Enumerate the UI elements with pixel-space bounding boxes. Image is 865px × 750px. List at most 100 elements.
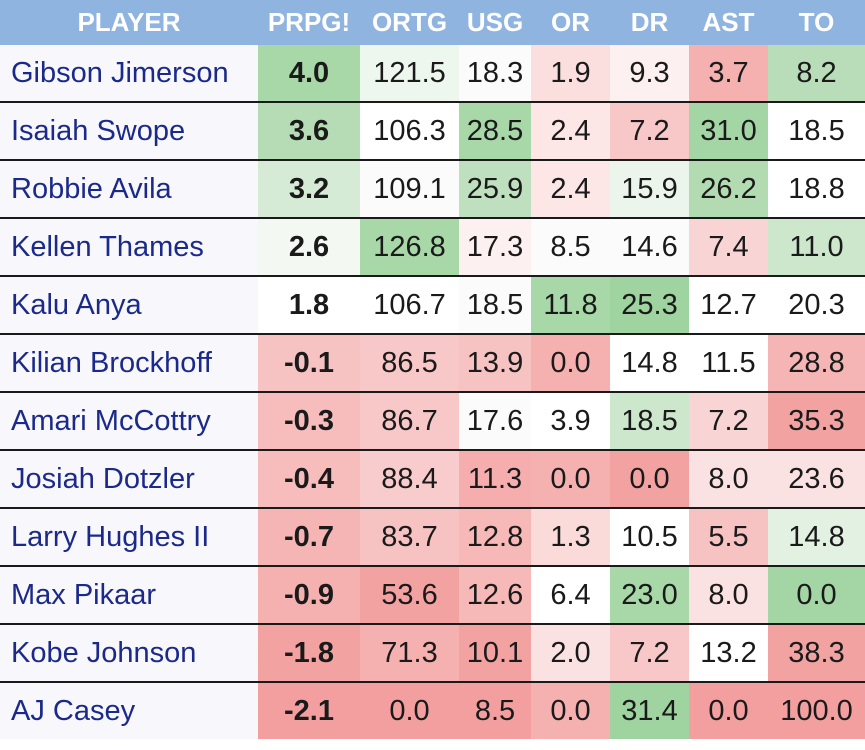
usg-cell: 17.3 [459, 217, 531, 276]
prpg-cell: -0.1 [258, 333, 360, 392]
ast-cell: 11.5 [689, 333, 768, 392]
ortg-cell: 71.3 [360, 623, 459, 682]
usg-cell: 11.3 [459, 449, 531, 508]
header-row: PLAYER PRPG! ORTG USG OR DR AST TO [0, 0, 865, 45]
player-name[interactable]: AJ Casey [0, 681, 258, 739]
player-name[interactable]: Larry Hughes II [0, 507, 258, 566]
header-ortg[interactable]: ORTG [360, 0, 459, 45]
table-row: Max Pikaar -0.9 53.6 12.6 6.4 23.0 8.0 0.0 [0, 565, 865, 624]
usg-cell: 13.9 [459, 333, 531, 392]
ortg-cell: 86.5 [360, 333, 459, 392]
or-cell: 0.0 [531, 449, 610, 508]
usg-cell: 28.5 [459, 101, 531, 160]
ast-cell: 7.4 [689, 217, 768, 276]
ast-cell: 0.0 [689, 681, 768, 739]
header-ast[interactable]: AST [689, 0, 768, 45]
prpg-cell: 2.6 [258, 217, 360, 276]
table-row: Josiah Dotzler -0.4 88.4 11.3 0.0 0.0 8.0 23.6 [0, 449, 865, 508]
dr-cell: 7.2 [610, 623, 689, 682]
table-row: Gibson Jimerson 4.0 121.5 18.3 1.9 9.3 3.7 8.2 [0, 45, 865, 102]
dr-cell: 10.5 [610, 507, 689, 566]
table-body: Gibson Jimerson 4.0 121.5 18.3 1.9 9.3 3.7 8.2 I… [0, 45, 865, 739]
player-name[interactable]: Kobe Johnson [0, 623, 258, 682]
player-name[interactable]: Kalu Anya [0, 275, 258, 334]
table-row: Isaiah Swope 3.6 106.3 28.5 2.4 7.2 31.0 18.5 [0, 101, 865, 160]
table-row: Robbie Avila 3.2 109.1 25.9 2.4 15.9 26.2 18.8 [0, 159, 865, 218]
header-dr[interactable]: DR [610, 0, 689, 45]
dr-cell: 25.3 [610, 275, 689, 334]
dr-cell: 14.8 [610, 333, 689, 392]
header-or[interactable]: OR [531, 0, 610, 45]
ortg-cell: 121.5 [360, 45, 459, 102]
usg-cell: 18.5 [459, 275, 531, 334]
ast-cell: 12.7 [689, 275, 768, 334]
usg-cell: 12.6 [459, 565, 531, 624]
header-to[interactable]: TO [768, 0, 865, 45]
ast-cell: 8.0 [689, 449, 768, 508]
ortg-cell: 88.4 [360, 449, 459, 508]
dr-cell: 23.0 [610, 565, 689, 624]
to-cell: 14.8 [768, 507, 865, 566]
or-cell: 11.8 [531, 275, 610, 334]
dr-cell: 18.5 [610, 391, 689, 450]
or-cell: 2.0 [531, 623, 610, 682]
or-cell: 2.4 [531, 159, 610, 218]
prpg-cell: 4.0 [258, 45, 360, 102]
to-cell: 20.3 [768, 275, 865, 334]
to-cell: 23.6 [768, 449, 865, 508]
table-row: Kalu Anya 1.8 106.7 18.5 11.8 25.3 12.7 20.3 [0, 275, 865, 334]
prpg-cell: 3.2 [258, 159, 360, 218]
dr-cell: 9.3 [610, 45, 689, 102]
dr-cell: 7.2 [610, 101, 689, 160]
ortg-cell: 53.6 [360, 565, 459, 624]
prpg-cell: -0.3 [258, 391, 360, 450]
to-cell: 100.0 [768, 681, 865, 739]
ast-cell: 31.0 [689, 101, 768, 160]
ast-cell: 7.2 [689, 391, 768, 450]
header-prpg[interactable]: PRPG! [258, 0, 360, 45]
or-cell: 8.5 [531, 217, 610, 276]
usg-cell: 17.6 [459, 391, 531, 450]
or-cell: 0.0 [531, 333, 610, 392]
dr-cell: 15.9 [610, 159, 689, 218]
usg-cell: 12.8 [459, 507, 531, 566]
or-cell: 1.9 [531, 45, 610, 102]
player-name[interactable]: Josiah Dotzler [0, 449, 258, 508]
ortg-cell: 83.7 [360, 507, 459, 566]
table-row: Kobe Johnson -1.8 71.3 10.1 2.0 7.2 13.2 38.3 [0, 623, 865, 682]
player-name[interactable]: Gibson Jimerson [0, 45, 258, 102]
header-player[interactable]: PLAYER [0, 0, 258, 45]
prpg-cell: -0.7 [258, 507, 360, 566]
player-name[interactable]: Kellen Thames [0, 217, 258, 276]
dr-cell: 14.6 [610, 217, 689, 276]
to-cell: 38.3 [768, 623, 865, 682]
player-name[interactable]: Robbie Avila [0, 159, 258, 218]
ortg-cell: 106.3 [360, 101, 459, 160]
to-cell: 28.8 [768, 333, 865, 392]
usg-cell: 10.1 [459, 623, 531, 682]
header-usg[interactable]: USG [459, 0, 531, 45]
ortg-cell: 0.0 [360, 681, 459, 739]
table-row: Amari McCottry -0.3 86.7 17.6 3.9 18.5 7.2 35.3 [0, 391, 865, 450]
prpg-cell: 1.8 [258, 275, 360, 334]
dr-cell: 0.0 [610, 449, 689, 508]
to-cell: 18.5 [768, 101, 865, 160]
table-row: AJ Casey -2.1 0.0 8.5 0.0 31.4 0.0 100.0 [0, 681, 865, 739]
or-cell: 3.9 [531, 391, 610, 450]
to-cell: 8.2 [768, 45, 865, 102]
usg-cell: 8.5 [459, 681, 531, 739]
ortg-cell: 86.7 [360, 391, 459, 450]
or-cell: 1.3 [531, 507, 610, 566]
or-cell: 6.4 [531, 565, 610, 624]
ortg-cell: 126.8 [360, 217, 459, 276]
player-name[interactable]: Amari McCottry [0, 391, 258, 450]
table-row: Kilian Brockhoff -0.1 86.5 13.9 0.0 14.8 11.5 2… [0, 333, 865, 392]
player-name[interactable]: Kilian Brockhoff [0, 333, 258, 392]
ortg-cell: 109.1 [360, 159, 459, 218]
ast-cell: 26.2 [689, 159, 768, 218]
prpg-cell: -1.8 [258, 623, 360, 682]
or-cell: 0.0 [531, 681, 610, 739]
player-name[interactable]: Max Pikaar [0, 565, 258, 624]
player-name[interactable]: Isaiah Swope [0, 101, 258, 160]
dr-cell: 31.4 [610, 681, 689, 739]
